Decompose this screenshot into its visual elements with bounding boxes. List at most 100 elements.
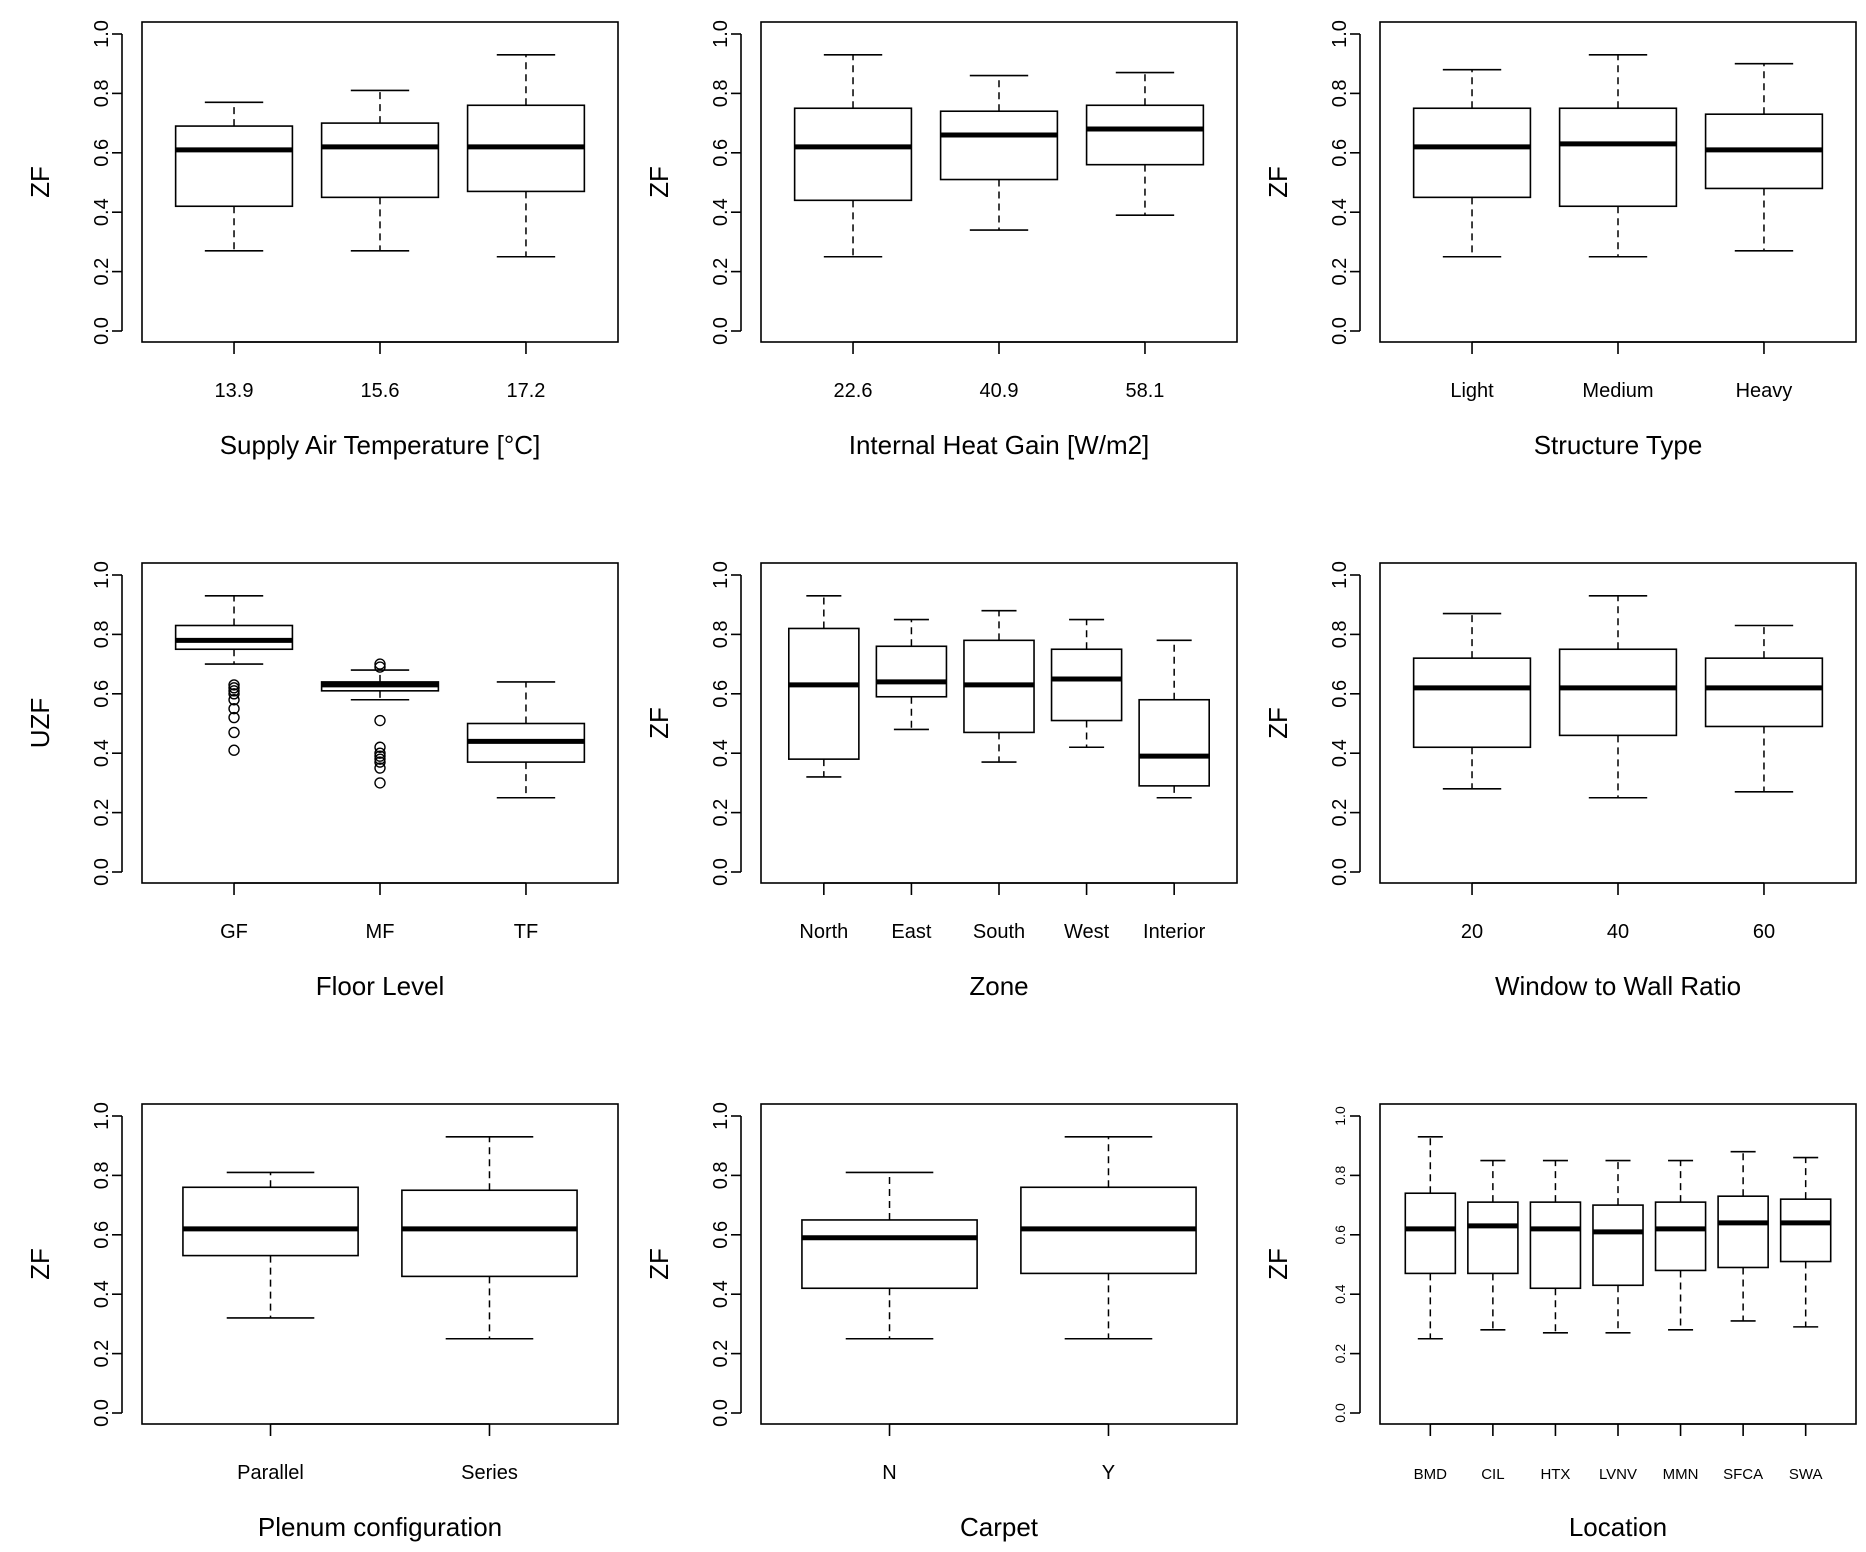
box-MMN [1654, 1159, 1707, 1331]
x-tick-label: N [882, 1462, 896, 1484]
panel-2: 0.0 0.2 0.4 0.6 0.8 1.0 ZF 22.6 40.9 58.1 Internal… [644, 20, 1238, 460]
x-axis-title: Window to Wall Ratio [1495, 971, 1741, 1001]
box-Medium [1558, 53, 1678, 258]
box-TF [466, 681, 586, 799]
box-Heavy [1704, 62, 1824, 252]
box-iqr [939, 110, 1059, 181]
box-iqr [1529, 1201, 1582, 1290]
box-iqr [1558, 648, 1678, 737]
y-tick-label: 0.6 [1329, 680, 1351, 708]
y-tick-label: 0.0 [710, 858, 732, 886]
box-iqr [182, 1186, 359, 1257]
box-iqr [1558, 107, 1678, 208]
y-tick-label: 0.4 [1329, 198, 1351, 226]
y-tick-label: 0.2 [710, 258, 732, 286]
y-tick-label: 1.0 [91, 561, 113, 589]
y-axis-title: ZF [25, 1248, 55, 1280]
y-tick-label: 0.8 [710, 620, 732, 648]
panel-5: 0.0 0.2 0.4 0.6 0.8 1.0 ZF North East South West In… [644, 561, 1238, 1001]
box-North [787, 594, 860, 778]
x-axis-title: Floor Level [316, 971, 445, 1001]
box-iqr [1404, 1192, 1457, 1275]
outlier-point [374, 658, 386, 670]
y-tick-label: 0.8 [91, 1161, 113, 1189]
y-tick-label: 0.8 [1329, 79, 1351, 107]
box-60 [1704, 624, 1824, 793]
box-13.9 [174, 101, 294, 252]
box-iqr [320, 122, 440, 199]
x-tick-label: 60 [1753, 921, 1775, 943]
outlier-point [374, 753, 386, 765]
box-iqr [401, 1189, 578, 1278]
y-tick-label: 1.0 [1329, 20, 1351, 48]
y-tick-label: 0.0 [710, 1399, 732, 1427]
x-axis-title: Plenum configuration [258, 1512, 502, 1542]
panel-7: 0.0 0.2 0.4 0.6 0.8 1.0 ZF Parallel Series Plenum… [25, 1102, 619, 1542]
x-tick-label: CIL [1481, 1466, 1504, 1483]
y-tick-label: 0.4 [710, 198, 732, 226]
box-iqr [174, 624, 294, 651]
box-West [1050, 618, 1123, 749]
y-axis-title: ZF [644, 707, 674, 739]
x-axis-title: Location [1569, 1512, 1667, 1542]
y-tick-label: 0.2 [1329, 258, 1351, 286]
box-Interior [1138, 639, 1211, 799]
y-tick-label: 0.6 [91, 680, 113, 708]
panel-3: 0.0 0.2 0.4 0.6 0.8 1.0 ZF Light Medium Heavy Stru… [1263, 20, 1857, 460]
y-tick-label: 0.0 [1329, 317, 1351, 345]
outlier-point [374, 741, 386, 753]
box-iqr [793, 107, 913, 202]
x-tick-label: 15.6 [361, 380, 400, 402]
box-40 [1558, 594, 1678, 799]
y-tick-label: 0.8 [91, 620, 113, 648]
box-iqr [1138, 698, 1211, 787]
panel-4: 0.0 0.2 0.4 0.6 0.8 1.0 UZF GF MF TF Floor Level [25, 561, 619, 1001]
y-tick-label: 0.0 [1332, 1403, 1348, 1423]
y-tick-label: 0.2 [91, 1340, 113, 1368]
box-iqr [174, 125, 294, 208]
x-tick-label: Medium [1582, 380, 1653, 402]
y-tick-label: 0.2 [1332, 1344, 1348, 1364]
y-tick-label: 1.0 [91, 1102, 113, 1130]
y-tick-label: 0.0 [91, 1399, 113, 1427]
y-tick-label: 0.4 [91, 739, 113, 767]
outlier-point [228, 726, 240, 739]
box-SFCA [1717, 1150, 1769, 1322]
box-Y [1020, 1135, 1197, 1340]
x-tick-label: SFCA [1723, 1466, 1763, 1483]
box-40.9 [939, 74, 1059, 231]
outlier-point [228, 711, 240, 724]
y-tick-label: 0.0 [710, 317, 732, 345]
y-tick-label: 0.2 [1329, 799, 1351, 827]
x-tick-label: Series [461, 1462, 518, 1484]
x-tick-label: MF [366, 921, 395, 943]
x-tick-label: 40 [1607, 921, 1629, 943]
y-tick-label: 1.0 [91, 20, 113, 48]
box-N [801, 1171, 978, 1340]
y-tick-label: 0.4 [710, 739, 732, 767]
box-SWA [1779, 1156, 1832, 1328]
y-tick-label: 0.2 [710, 799, 732, 827]
x-tick-label: SWA [1789, 1466, 1823, 1483]
box-iqr [1654, 1201, 1707, 1272]
box-Light [1412, 68, 1532, 258]
x-tick-label: North [799, 921, 848, 943]
y-tick-label: 0.6 [710, 139, 732, 167]
y-tick-label: 0.8 [1332, 1165, 1348, 1185]
y-tick-label: 0.4 [1332, 1284, 1348, 1304]
box-LVNV [1592, 1159, 1644, 1334]
x-tick-label: West [1064, 921, 1110, 943]
box-iqr [1467, 1201, 1519, 1275]
box-22.6 [793, 53, 913, 258]
box-Series [401, 1135, 578, 1340]
box-iqr [1085, 104, 1205, 166]
y-tick-label: 1.0 [710, 1102, 732, 1130]
box-South [963, 609, 1035, 763]
x-tick-label: 20 [1461, 921, 1483, 943]
y-tick-label: 0.2 [91, 799, 113, 827]
box-iqr [1412, 107, 1532, 199]
y-tick-label: 0.6 [91, 139, 113, 167]
y-tick-label: 0.0 [91, 317, 113, 345]
outlier-point [374, 661, 386, 673]
